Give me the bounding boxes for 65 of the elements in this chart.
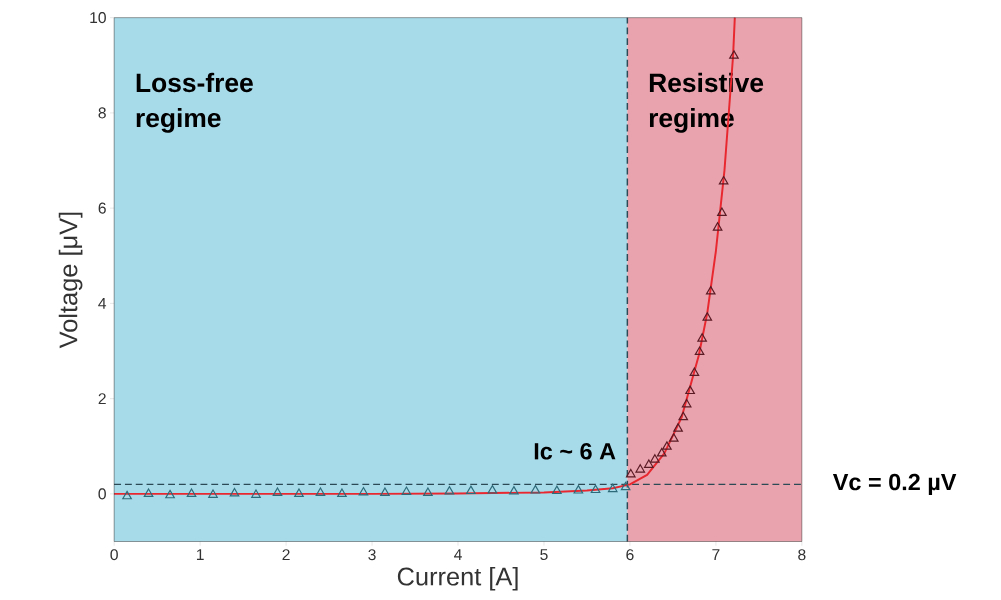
point	[401, 486, 412, 495]
point	[358, 486, 369, 496]
point	[208, 489, 218, 498]
point	[702, 312, 713, 321]
point	[689, 367, 700, 376]
point	[656, 447, 667, 457]
point	[685, 385, 695, 394]
point	[662, 441, 672, 450]
point	[697, 332, 707, 342]
point	[729, 50, 739, 59]
point	[251, 489, 261, 498]
point	[668, 432, 679, 442]
y-axis-title: Voltage [μV]	[58, 212, 83, 349]
point	[444, 485, 455, 495]
point	[165, 489, 175, 499]
point	[143, 488, 154, 497]
y-tick-label: 8	[98, 107, 106, 119]
point	[678, 411, 689, 421]
point	[552, 485, 562, 494]
point	[186, 488, 197, 497]
point	[718, 175, 729, 185]
point	[681, 398, 692, 408]
x-tick-label: 3	[368, 548, 376, 561]
point	[650, 453, 660, 463]
ref-line-label: Ic ~ 6 A	[534, 442, 616, 460]
point	[620, 481, 631, 491]
point	[705, 285, 716, 295]
point	[712, 221, 723, 231]
point	[315, 487, 326, 496]
x-tick-label: 1	[196, 548, 204, 560]
point	[380, 487, 390, 496]
point	[635, 463, 646, 473]
x-tick-label: 2	[282, 548, 290, 560]
point	[625, 468, 636, 478]
x-tick-label: 6	[626, 548, 634, 561]
y-tick-label: 2	[98, 393, 106, 404]
point	[466, 485, 476, 494]
x-tick-label: 0	[110, 548, 118, 561]
point	[487, 484, 498, 494]
point	[694, 346, 705, 355]
point	[530, 484, 541, 494]
y-tick-label: 6	[98, 202, 106, 214]
x-tick-label: 8	[798, 548, 806, 561]
point	[294, 488, 304, 497]
x-axis-title: Current [A]	[397, 566, 518, 591]
x-tick-label: 4	[454, 548, 462, 560]
point	[272, 487, 283, 496]
point	[590, 484, 601, 493]
point	[644, 459, 654, 468]
point	[673, 422, 683, 432]
point	[509, 485, 519, 495]
point	[337, 488, 347, 497]
y-tick-label: 0	[98, 488, 106, 500]
point	[423, 487, 433, 496]
y-tick-label: 10	[90, 11, 106, 23]
x-tick-label: 7	[712, 548, 720, 560]
ref-line-label: Vc = 0.2 µV	[832, 473, 957, 495]
x-tick-label: 5	[540, 548, 548, 560]
point	[229, 487, 240, 497]
y-tick-label: 4	[98, 297, 107, 309]
point	[122, 490, 132, 500]
point	[607, 483, 618, 492]
point	[573, 484, 584, 494]
band-label: Loss-free regime	[136, 72, 253, 133]
point	[717, 207, 727, 216]
